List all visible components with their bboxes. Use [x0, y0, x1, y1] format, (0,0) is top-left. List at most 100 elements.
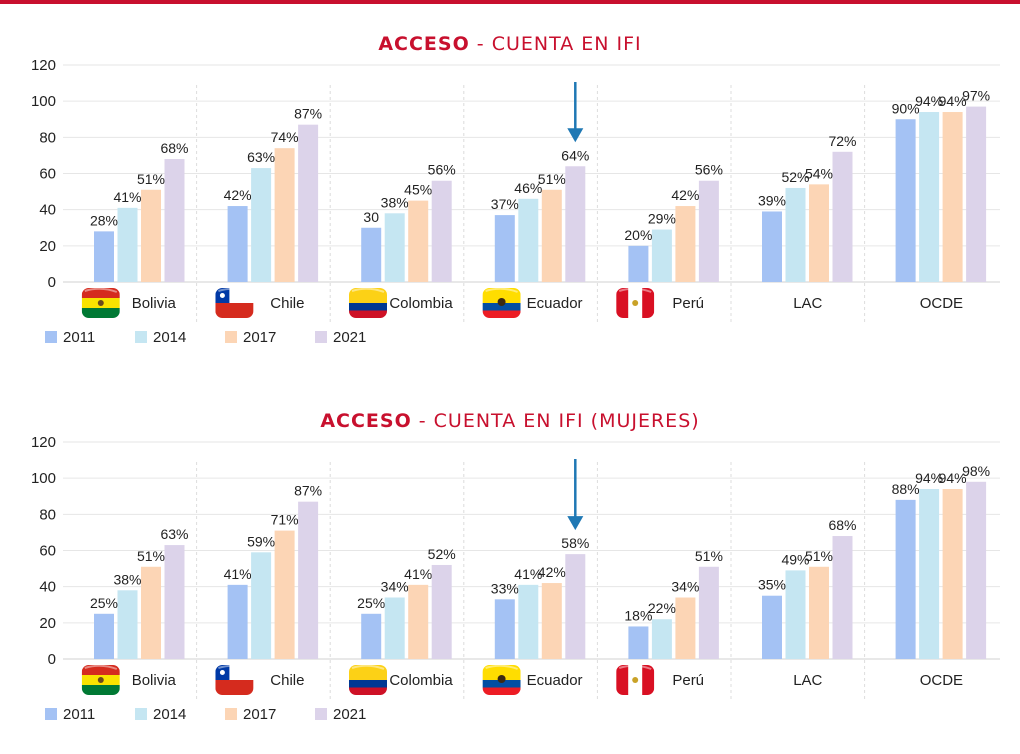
data-label: 71%	[271, 512, 299, 528]
data-label: 25%	[90, 595, 118, 611]
bar-2017-chile	[274, 530, 295, 659]
data-label: 72%	[828, 133, 856, 149]
peru-flag-icon	[616, 288, 655, 318]
data-label: 49%	[781, 551, 809, 567]
chart-title: ACCESO - CUENTA EN IFI	[378, 33, 641, 55]
bar-2014-perú	[651, 229, 672, 282]
data-label: 41%	[514, 566, 542, 582]
bar-2014-bolivia	[117, 590, 138, 659]
chile-flag-icon	[215, 665, 254, 695]
bar-2011-bolivia	[94, 231, 114, 282]
data-label: 63%	[160, 526, 188, 542]
data-label: 94%	[939, 93, 967, 109]
chart-title-strong: ACCESO	[378, 33, 469, 55]
y-tick-label: 60	[39, 543, 56, 560]
bar-2014-colombia	[384, 213, 405, 282]
y-tick-label: 0	[48, 651, 56, 668]
category-label: Ecuador	[527, 672, 583, 689]
colombia-flag-icon	[349, 288, 387, 318]
y-tick-label: 40	[39, 579, 56, 596]
category-label: Bolivia	[132, 295, 177, 312]
bar-2011-ecuador	[494, 215, 515, 282]
data-label: 51%	[538, 171, 566, 187]
legend-swatch-2014	[135, 331, 147, 343]
y-tick-label: 100	[31, 93, 56, 110]
data-label: 28%	[90, 212, 118, 228]
ecuador-flag-icon	[482, 665, 521, 695]
category-label: Ecuador	[527, 295, 583, 312]
data-label: 94%	[939, 470, 967, 486]
bar-2014-lac	[785, 187, 806, 282]
top-accent-bar	[0, 0, 1020, 4]
legend-label-2011: 2011	[63, 706, 95, 723]
data-label: 38%	[113, 571, 141, 587]
data-label: 51%	[805, 548, 833, 564]
bar-2017-lac	[809, 184, 829, 282]
data-label: 68%	[828, 517, 856, 533]
data-label: 58%	[561, 535, 589, 551]
data-label: 88%	[892, 481, 920, 497]
y-tick-label: 40	[39, 202, 56, 219]
bar-2021-ecuador	[565, 166, 586, 282]
bar-2011-ocde	[895, 499, 916, 659]
data-label: 42%	[671, 187, 699, 203]
data-label: 41%	[224, 566, 252, 582]
bar-2014-chile	[251, 168, 272, 282]
data-label: 51%	[137, 171, 165, 187]
data-label: 42%	[224, 187, 252, 203]
data-label: 59%	[247, 533, 275, 549]
data-label: 54%	[805, 165, 833, 181]
data-label: 64%	[561, 147, 589, 163]
peru-flag-icon	[616, 665, 655, 695]
data-label: 35%	[758, 577, 786, 593]
bar-2021-ecuador	[565, 554, 586, 659]
chart-title-rest: - CUENTA EN IFI (MUJERES)	[412, 410, 700, 432]
legend-label-2017: 2017	[243, 706, 276, 723]
bar-2014-ecuador	[518, 584, 539, 659]
legend-label-2014: 2014	[153, 706, 186, 723]
data-label: 20%	[624, 227, 652, 243]
bar-2021-chile	[298, 124, 319, 282]
bar-2011-perú	[628, 245, 649, 282]
data-label: 56%	[695, 162, 723, 178]
y-tick-label: 100	[31, 470, 56, 487]
data-label: 63%	[247, 149, 275, 165]
bar-2014-perú	[651, 619, 672, 659]
category-label: Chile	[270, 295, 304, 312]
bar-2021-chile	[298, 501, 319, 659]
data-label: 52%	[428, 546, 456, 562]
bar-2011-ocde	[895, 119, 916, 282]
category-label: Perú	[672, 672, 704, 689]
legend-label-2014: 2014	[153, 329, 186, 346]
bar-2021-lac	[832, 151, 853, 282]
data-label: 52%	[781, 169, 809, 185]
data-label: 34%	[671, 579, 699, 595]
data-label: 41%	[113, 189, 141, 205]
y-tick-label: 80	[39, 506, 56, 523]
bar-2017-ecuador	[541, 583, 562, 659]
category-label: OCDE	[920, 672, 963, 689]
data-label: 29%	[648, 211, 676, 227]
y-tick-label: 120	[31, 57, 56, 74]
bar-2011-bolivia	[94, 613, 114, 659]
y-tick-label: 60	[39, 166, 56, 183]
data-label: 87%	[294, 483, 322, 499]
legend-swatch-2017	[225, 708, 237, 720]
bar-2017-ocde	[942, 112, 963, 283]
data-label: 45%	[404, 182, 432, 198]
ecuador-flag-icon	[482, 288, 521, 318]
bar-2014-chile	[251, 552, 272, 659]
legend-swatch-2014	[135, 708, 147, 720]
category-label: Perú	[672, 295, 704, 312]
bar-2011-lac	[762, 211, 782, 282]
bar-2011-colombia	[361, 227, 382, 282]
legend-label-2011: 2011	[63, 329, 95, 346]
legend-label-2017: 2017	[243, 329, 276, 346]
bar-2011-perú	[628, 626, 649, 659]
data-label: 22%	[648, 600, 676, 616]
bar-2014-colombia	[384, 597, 405, 659]
bar-2014-ocde	[919, 112, 940, 283]
bar-2021-colombia	[431, 180, 452, 282]
category-label: LAC	[793, 295, 822, 312]
data-label: 25%	[357, 595, 385, 611]
